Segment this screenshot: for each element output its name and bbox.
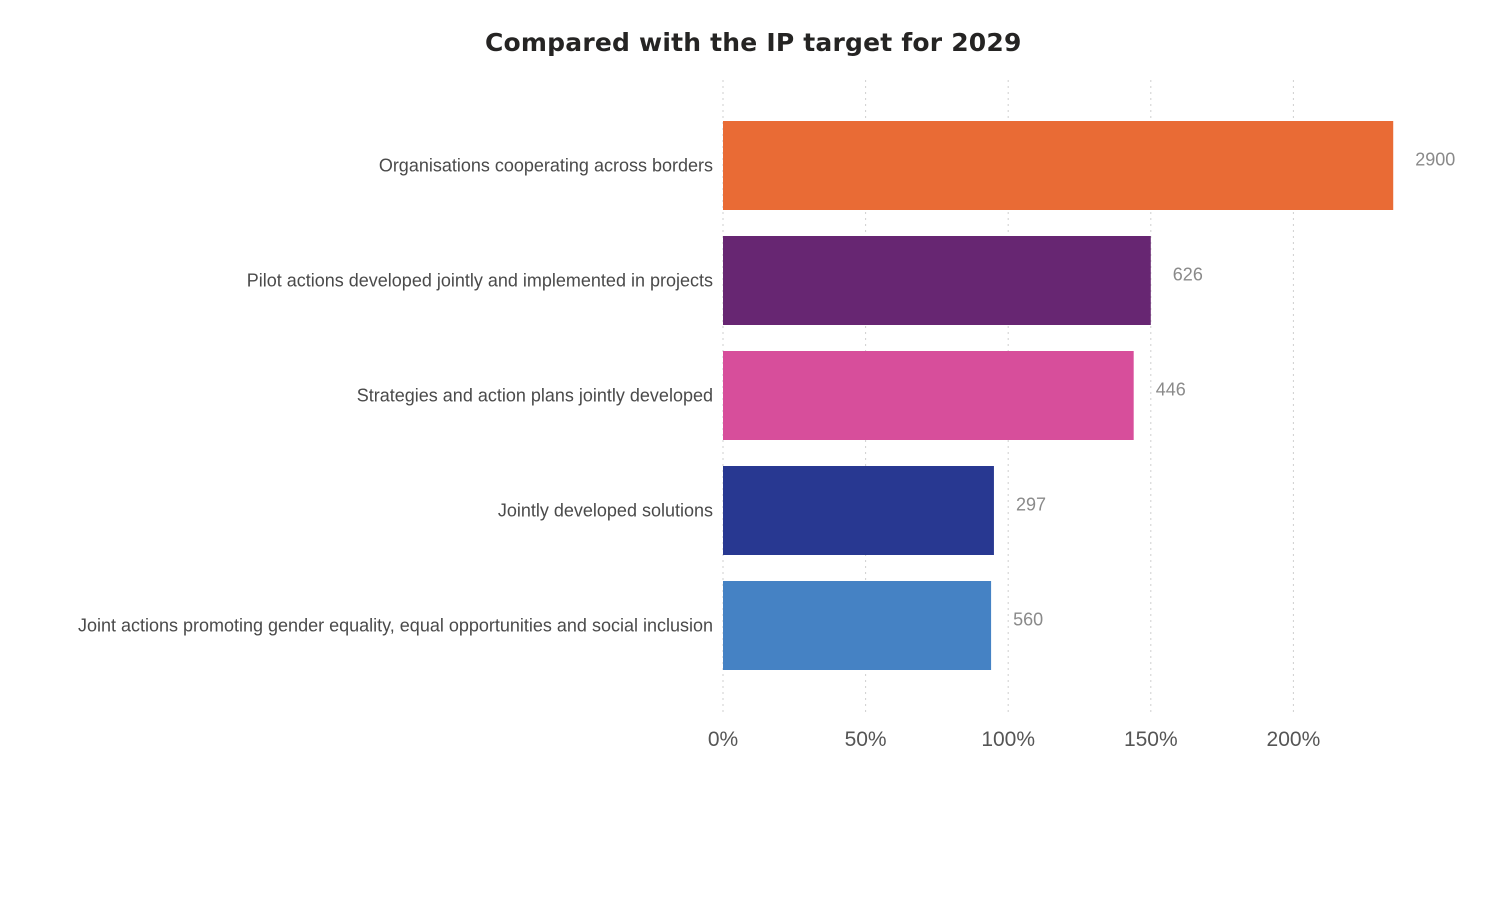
- data-label: 626: [1173, 265, 1203, 285]
- bar: [723, 121, 1394, 210]
- value-labels: 2900 626 446 297 560: [1013, 150, 1455, 630]
- bar: [723, 581, 992, 670]
- category-label: Jointly developed solutions: [498, 501, 713, 521]
- data-label: 446: [1156, 380, 1186, 400]
- category-labels: Organisations cooperating across borders…: [78, 156, 713, 636]
- category-label: Pilot actions developed jointly and impl…: [247, 271, 713, 291]
- data-label: 297: [1016, 495, 1046, 515]
- bar: [723, 351, 1134, 440]
- x-tick-label: 100%: [981, 728, 1035, 751]
- x-tick-label: 50%: [845, 728, 887, 751]
- bars: [723, 121, 1394, 670]
- x-tick-label: 0%: [708, 728, 738, 751]
- data-label: 560: [1013, 610, 1043, 630]
- bar: [723, 236, 1151, 325]
- chart-title: Compared with the IP target for 2029: [485, 28, 1022, 57]
- category-label: Organisations cooperating across borders: [379, 156, 713, 176]
- x-tick-label: 200%: [1267, 728, 1321, 751]
- data-label: 2900: [1415, 150, 1455, 170]
- bar: [723, 466, 994, 555]
- category-label: Joint actions promoting gender equality,…: [78, 616, 713, 636]
- category-label: Strategies and action plans jointly deve…: [357, 386, 713, 406]
- x-axis-ticks: 0% 50% 100% 150% 200%: [708, 728, 1320, 751]
- x-tick-label: 150%: [1124, 728, 1178, 751]
